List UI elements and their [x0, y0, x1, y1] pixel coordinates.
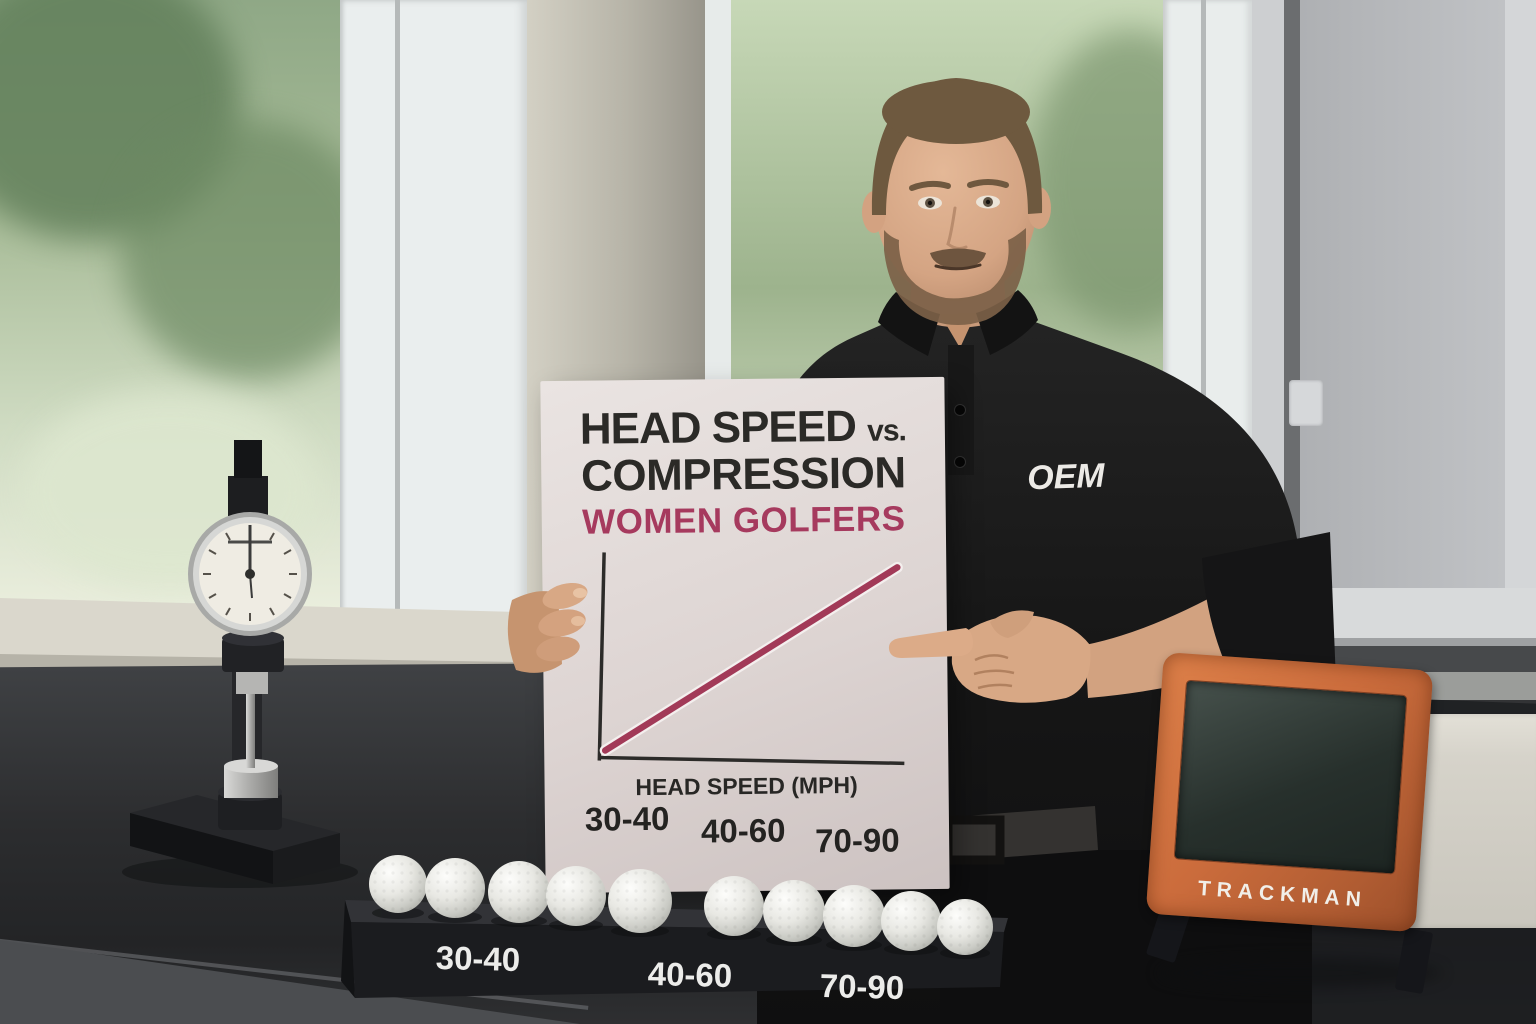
- chart-y-axis: [597, 552, 606, 761]
- tree-blur: [120, 120, 380, 380]
- stand-label: 70-90: [819, 967, 904, 1006]
- shirt-button: [954, 404, 966, 416]
- pupil: [985, 199, 991, 205]
- left-hand-finger: [538, 609, 586, 637]
- gauge-knob-upper: [234, 440, 262, 478]
- right-hand: [951, 615, 1091, 703]
- gauge-tick-marks: [203, 527, 297, 621]
- fingernail: [571, 616, 585, 626]
- chart-x-axis: [599, 755, 905, 766]
- trackman-screen: [1173, 679, 1408, 875]
- poster-chart: [597, 552, 905, 766]
- trackman-body: TRACKMAN: [1145, 652, 1434, 933]
- mouth: [934, 263, 982, 271]
- eyebrow: [967, 179, 1009, 188]
- window-left-glass: [0, 0, 380, 610]
- gauge-plunger-rod: [246, 694, 255, 768]
- eyebrow: [909, 180, 951, 191]
- wall-recess-right: [1505, 0, 1536, 618]
- thumb: [990, 610, 1034, 638]
- window-frame-seam: [1201, 0, 1206, 600]
- window-frame-seam: [395, 0, 400, 648]
- gauge-hex-nut: [236, 668, 268, 694]
- hair-top: [882, 80, 1030, 144]
- pupil: [927, 200, 933, 206]
- light-switch: [1289, 380, 1323, 426]
- beard: [884, 228, 1026, 325]
- chart-trend-line: [601, 564, 901, 754]
- mustache: [930, 248, 986, 268]
- trackman-shadow: [1158, 958, 1442, 988]
- stand-label: 40-60: [647, 955, 732, 994]
- gauge-base-side: [273, 833, 340, 884]
- stand-label: 30-40: [435, 939, 520, 978]
- window-frame-left: [340, 0, 527, 648]
- nose: [946, 206, 968, 250]
- shirt-logo: OEM: [1027, 457, 1106, 498]
- trackman-foot: [1394, 928, 1434, 994]
- gauge-housing: [222, 638, 284, 672]
- trackman-brand-label: TRACKMAN: [1197, 876, 1368, 912]
- gauge-knob-lower: [228, 476, 268, 516]
- curled-finger-lines: [973, 654, 1015, 690]
- compression-gauge: [122, 440, 358, 888]
- trackman-device: TRACKMAN: [1145, 640, 1452, 1010]
- wall-recess-edge: [1284, 0, 1300, 618]
- collar-left: [878, 292, 940, 356]
- gauge-base-front: [130, 813, 273, 884]
- wall-recess-panel: [1300, 0, 1505, 618]
- golf-ball-dimples: [369, 855, 993, 955]
- collar-right: [976, 290, 1038, 355]
- index-finger: [888, 628, 974, 658]
- left-hand-finger: [536, 636, 580, 662]
- gauge-pedestal: [218, 792, 282, 830]
- windowsill-shadow: [1140, 638, 1536, 648]
- ball-stand: 30-40 40-60 70-90: [341, 855, 1008, 1006]
- poster: HEAD SPEED vs. COMPRESSION WOMEN GOLFERS…: [540, 376, 950, 894]
- gauge-needle-hub: [245, 569, 255, 579]
- fingernail: [573, 588, 587, 598]
- stand-left-end: [341, 900, 355, 998]
- shirt-button: [954, 456, 966, 468]
- presenter-head: [875, 103, 1037, 301]
